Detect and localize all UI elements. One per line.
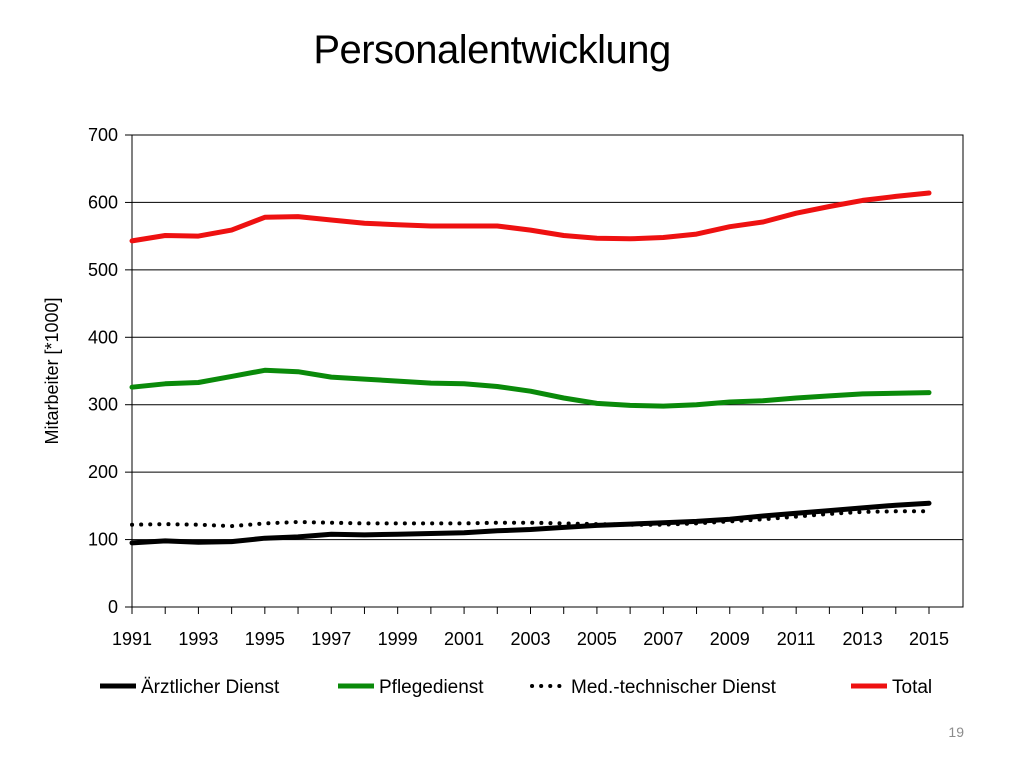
y-tick-label: 400 <box>88 327 118 347</box>
x-tick-label: 2013 <box>843 629 883 649</box>
x-tick-label: 1993 <box>178 629 218 649</box>
y-tick-label: 0 <box>108 597 118 617</box>
x-tick-label: 2005 <box>577 629 617 649</box>
x-tick-label: 1991 <box>112 629 152 649</box>
series-line-2 <box>129 367 932 409</box>
y-tick-label: 600 <box>88 192 118 212</box>
x-tick-label: 1995 <box>245 629 285 649</box>
x-tick-label: 2003 <box>510 629 550 649</box>
x-tick-label: 1997 <box>311 629 351 649</box>
series-line-3 <box>130 509 931 529</box>
y-tick-label: 300 <box>88 395 118 415</box>
x-axis-ticks: 1991 1993 1995 1997 1999 2001 2003 2005 2007 2009… <box>112 607 949 649</box>
legend: Ärztlicher Dienst Pflegedienst Med.-techni… <box>100 677 932 698</box>
y-axis-title: Mitarbeiter [*1000] <box>42 297 62 444</box>
x-tick-label: 2007 <box>643 629 683 649</box>
legend-label-4: Total <box>892 677 932 698</box>
y-axis-ticks: 0 100 200 300 400 500 600 700 <box>88 125 132 617</box>
y-tick-label: 100 <box>88 530 118 550</box>
slide-title: Personalentwicklung <box>313 28 671 72</box>
y-axis-title-group: Mitarbeiter [*1000] <box>42 297 62 444</box>
gridlines <box>132 134 963 541</box>
x-tick-label: 2011 <box>777 629 816 649</box>
plot-frame <box>131 134 964 608</box>
y-tick-label: 200 <box>88 462 118 482</box>
x-tick-label: 2015 <box>909 629 949 649</box>
series-lines <box>129 190 932 546</box>
x-tick-label: 2001 <box>444 629 484 649</box>
legend-label-3: Med.-technischer Dienst <box>571 677 777 698</box>
y-tick-label: 500 <box>88 260 118 280</box>
page-number: 19 <box>948 724 964 740</box>
x-tick-label: 1999 <box>378 629 418 649</box>
series-line-4 <box>129 190 932 244</box>
y-tick-label: 700 <box>88 125 118 145</box>
x-tick-label: 2009 <box>710 629 750 649</box>
legend-label-1: Ärztlicher Dienst <box>141 677 280 698</box>
axes <box>131 134 964 608</box>
series-line-1 <box>129 500 932 546</box>
legend-label-2: Pflegedienst <box>379 677 484 698</box>
